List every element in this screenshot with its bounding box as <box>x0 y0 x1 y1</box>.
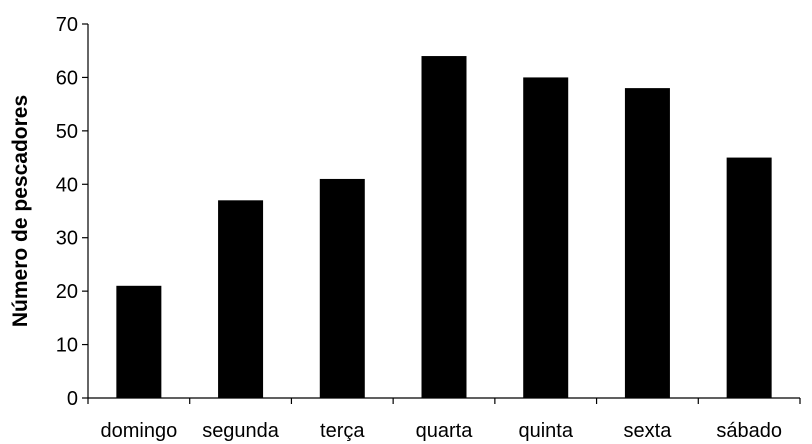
x-tick-label: sábado <box>716 420 782 442</box>
y-tick-label: 10 <box>56 335 78 357</box>
bar-sábado <box>726 157 772 398</box>
bar-segunda <box>218 200 264 398</box>
bar-quarta <box>421 56 467 399</box>
y-tick-label: 50 <box>56 121 78 143</box>
x-tick-label: segunda <box>202 420 280 442</box>
y-axis-title: Número de pescadores <box>9 95 32 327</box>
bar-domingo <box>116 285 162 398</box>
x-tick-label: terça <box>320 420 365 442</box>
y-tick-label: 70 <box>56 14 78 36</box>
bar-sexta <box>624 88 670 398</box>
x-tick-label: domingo <box>100 420 177 442</box>
x-tick-label: quinta <box>518 420 573 442</box>
y-tick-label: 60 <box>56 67 78 89</box>
y-tick-label: 0 <box>67 388 78 410</box>
x-tick-label: sexta <box>624 420 673 442</box>
y-tick-label: 40 <box>56 174 78 196</box>
y-tick-label: 30 <box>56 228 78 250</box>
x-tick-label: quarta <box>416 420 474 442</box>
y-tick-label: 20 <box>56 281 78 303</box>
bar-quinta <box>523 77 569 398</box>
plot-area: 0 10 20 30 40 50 60 70 domingo segunda terça quarta… <box>56 14 801 442</box>
bar-terça <box>319 178 365 398</box>
